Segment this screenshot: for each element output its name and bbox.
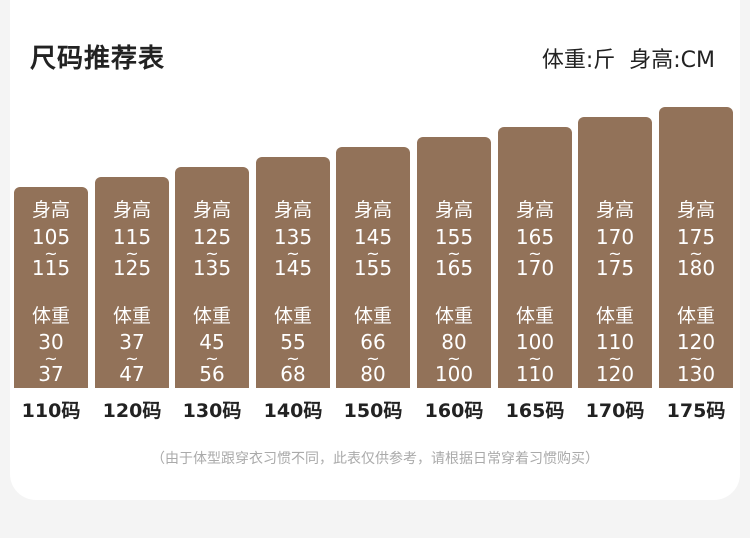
size-label: 170码 bbox=[585, 400, 645, 422]
weight-range-tilde: ~ bbox=[528, 349, 542, 368]
height-range-tilde: ~ bbox=[528, 244, 542, 263]
height-range-tilde: ~ bbox=[44, 244, 58, 263]
weight-max: 100 bbox=[434, 362, 474, 386]
height-range-tilde: ~ bbox=[286, 244, 300, 263]
height-range-tilde: ~ bbox=[125, 244, 139, 263]
weight-range-tilde: ~ bbox=[608, 349, 622, 368]
height-max: 135 bbox=[192, 256, 232, 280]
height-label: 身高 bbox=[112, 199, 151, 221]
weight-max: 120 bbox=[595, 362, 635, 386]
height-max: 125 bbox=[112, 256, 152, 280]
weight-label: 体重 bbox=[676, 305, 715, 327]
weight-range-tilde: ~ bbox=[286, 349, 300, 368]
height-range-tilde: ~ bbox=[366, 244, 380, 263]
height-max: 180 bbox=[676, 256, 716, 280]
weight-label: 体重 bbox=[112, 305, 151, 327]
height-min: 115 bbox=[112, 225, 152, 249]
size-label: 165码 bbox=[505, 400, 565, 422]
size-bar: 身高 155 ~165 体重 80 ~100 bbox=[417, 137, 491, 388]
height-label: 身高 bbox=[515, 199, 554, 221]
size-bar: 身高 145 ~155 体重 66 ~80 bbox=[336, 147, 410, 388]
weight-max: 68 bbox=[280, 362, 306, 386]
weight-max: 110 bbox=[515, 362, 555, 386]
weight-min: 45 bbox=[199, 330, 225, 354]
weight-max: 56 bbox=[199, 362, 225, 386]
disclaimer-note: （由于体型跟穿衣习惯不同，此表仅供参考，请根据日常穿着习惯购买） bbox=[151, 451, 599, 467]
weight-range-tilde: ~ bbox=[447, 349, 461, 368]
height-max: 165 bbox=[434, 256, 474, 280]
weight-range-tilde: ~ bbox=[205, 349, 219, 368]
weight-min: 30 bbox=[38, 330, 64, 354]
size-label: 130码 bbox=[182, 400, 242, 422]
weight-max: 37 bbox=[38, 362, 64, 386]
weight-label: 体重 bbox=[595, 305, 634, 327]
weight-unit-label: 体重:斤 bbox=[541, 48, 616, 73]
weight-max: 47 bbox=[119, 362, 145, 386]
height-min: 170 bbox=[595, 225, 635, 249]
size-bar: 身高 175 ~180 体重 120 ~130 bbox=[659, 107, 733, 388]
size-label: 140码 bbox=[263, 400, 323, 422]
height-max: 145 bbox=[273, 256, 313, 280]
weight-label: 体重 bbox=[192, 305, 231, 327]
height-min: 135 bbox=[273, 225, 313, 249]
height-unit-label: 身高:CM bbox=[629, 48, 715, 73]
weight-min: 55 bbox=[280, 330, 306, 354]
height-range-tilde: ~ bbox=[689, 244, 703, 263]
size-bar: 身高 125 ~135 体重 45 ~56 bbox=[175, 167, 249, 388]
height-range-tilde: ~ bbox=[447, 244, 461, 263]
height-min: 165 bbox=[515, 225, 555, 249]
weight-min: 80 bbox=[441, 330, 467, 354]
weight-range-tilde: ~ bbox=[44, 349, 58, 368]
weight-min: 100 bbox=[515, 330, 555, 354]
height-max: 115 bbox=[31, 256, 71, 280]
height-label: 身高 bbox=[192, 199, 231, 221]
weight-min: 110 bbox=[595, 330, 635, 354]
height-max: 175 bbox=[595, 256, 635, 280]
size-bar: 身高 115 ~125 体重 37 ~47 bbox=[95, 177, 169, 388]
weight-range-tilde: ~ bbox=[125, 349, 139, 368]
height-max: 155 bbox=[353, 256, 393, 280]
height-range-tilde: ~ bbox=[608, 244, 622, 263]
weight-max: 130 bbox=[676, 362, 716, 386]
weight-range-tilde: ~ bbox=[366, 349, 380, 368]
height-label: 身高 bbox=[353, 199, 392, 221]
weight-min: 66 bbox=[360, 330, 386, 354]
height-min: 175 bbox=[676, 225, 716, 249]
page-title: 尺码推荐表 bbox=[30, 44, 166, 74]
height-label: 身高 bbox=[595, 199, 634, 221]
height-range-tilde: ~ bbox=[205, 244, 219, 263]
weight-min: 37 bbox=[119, 330, 145, 354]
height-min: 155 bbox=[434, 225, 474, 249]
height-min: 125 bbox=[192, 225, 232, 249]
size-bar: 身高 165 ~170 体重 100 ~110 bbox=[498, 127, 572, 388]
weight-label: 体重 bbox=[273, 305, 312, 327]
size-bar: 身高 170 ~175 体重 110 ~120 bbox=[578, 117, 652, 388]
weight-label: 体重 bbox=[31, 305, 70, 327]
size-bar: 身高 135 ~145 体重 55 ~68 bbox=[256, 157, 330, 388]
size-label: 175码 bbox=[666, 400, 726, 422]
height-min: 145 bbox=[353, 225, 393, 249]
units-legend: 体重:斤 身高:CM bbox=[542, 42, 715, 74]
height-min: 105 bbox=[31, 225, 71, 249]
size-bars: 身高 105 ~115 体重 30 ~37 身高 115 ~125 体重 37 ~47 身高 125 ~13… bbox=[14, 107, 733, 388]
size-label: 150码 bbox=[343, 400, 403, 422]
weight-min: 120 bbox=[676, 330, 716, 354]
weight-max: 80 bbox=[360, 362, 386, 386]
height-label: 身高 bbox=[273, 199, 312, 221]
weight-range-tilde: ~ bbox=[689, 349, 703, 368]
height-max: 170 bbox=[515, 256, 555, 280]
height-label: 身高 bbox=[434, 199, 473, 221]
size-label: 110码 bbox=[21, 400, 81, 422]
weight-label: 体重 bbox=[515, 305, 554, 327]
weight-label: 体重 bbox=[353, 305, 392, 327]
size-label: 160码 bbox=[424, 400, 484, 422]
size-label: 120码 bbox=[102, 400, 162, 422]
weight-label: 体重 bbox=[434, 305, 473, 327]
height-label: 身高 bbox=[676, 199, 715, 221]
height-label: 身高 bbox=[31, 199, 70, 221]
size-bar: 身高 105 ~115 体重 30 ~37 bbox=[14, 187, 88, 388]
